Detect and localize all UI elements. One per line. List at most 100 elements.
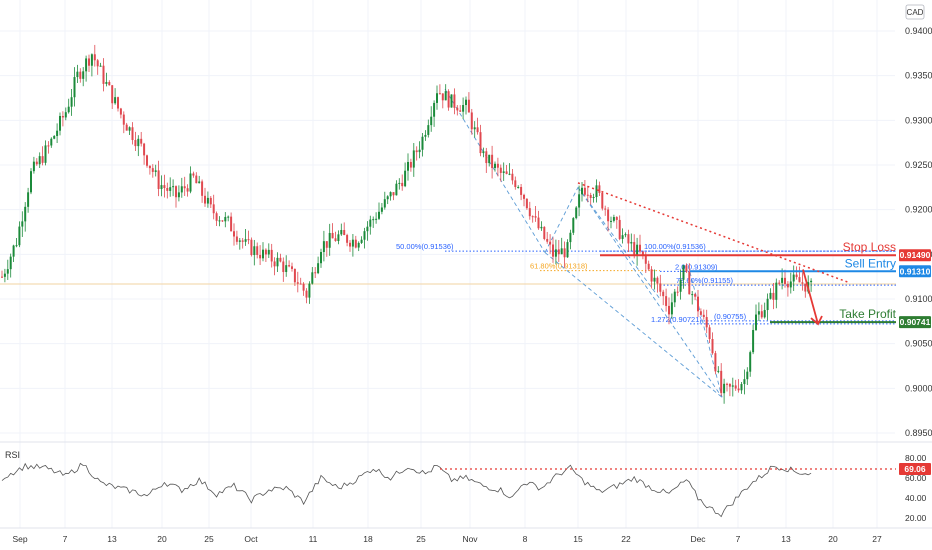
candle-body xyxy=(288,265,291,267)
candle-body xyxy=(583,187,586,195)
candle-body xyxy=(514,180,517,188)
candle-body xyxy=(354,239,357,248)
candle-body xyxy=(166,188,169,191)
rsi-label: RSI xyxy=(5,450,20,460)
fibonacci-drawing[interactable]: 50.00%(0.91536) 61.80%(0.91318) 100.00%(0.… xyxy=(396,88,896,398)
rsi-value-badge xyxy=(899,463,931,475)
candle-body xyxy=(554,249,557,257)
fib-level-label: (0.90755) xyxy=(714,312,747,321)
time-tick-label: Oct xyxy=(244,534,258,544)
candle-body xyxy=(157,170,160,189)
candle-body xyxy=(369,219,372,227)
trade-level-label: Sell Entry xyxy=(845,256,896,270)
candle-body xyxy=(668,305,670,315)
candle-body xyxy=(604,208,607,210)
resistance-trendline[interactable] xyxy=(577,182,851,284)
candle-body xyxy=(262,249,264,259)
time-tick-label: 13 xyxy=(781,534,791,544)
candle-body xyxy=(183,186,186,189)
time-axis[interactable]: Sep 7 13 20 25 Oct 11 18 25 Nov 8 15 22 Dec 7 13 20 27 xyxy=(0,527,932,544)
candle-body xyxy=(99,65,102,67)
candle-body xyxy=(662,291,665,297)
candle-body xyxy=(204,195,206,204)
candle-body xyxy=(302,283,305,291)
candle-body xyxy=(630,242,633,244)
price-pane[interactable]: 50.00%(0.91536) 61.80%(0.91318) 100.00%(0.… xyxy=(0,44,897,404)
candle-body xyxy=(508,173,511,175)
candle-body xyxy=(383,199,386,208)
candle-body xyxy=(624,234,627,236)
projection-arrow[interactable] xyxy=(802,269,823,326)
candle-body xyxy=(76,71,79,78)
candle-body xyxy=(125,124,128,131)
price-level-badge xyxy=(899,249,931,262)
candle-body xyxy=(227,216,230,218)
candle-body xyxy=(238,240,241,242)
candle-body xyxy=(775,282,778,300)
candle-body xyxy=(137,138,140,147)
rsi-line xyxy=(1,462,896,518)
candle-body xyxy=(610,220,612,222)
candle-body xyxy=(331,232,334,239)
candle-body xyxy=(328,232,331,248)
candle-body xyxy=(566,242,569,258)
candle-body xyxy=(119,108,122,115)
rsi-axis: 80.00 60.00 40.00 20.00 69.06 xyxy=(899,453,931,523)
candle-body xyxy=(615,217,618,220)
candle-body xyxy=(491,154,494,168)
candle-body xyxy=(418,149,421,153)
candle-body xyxy=(578,194,581,208)
candle-body xyxy=(378,211,380,219)
candle-body xyxy=(241,240,244,242)
candle-body xyxy=(552,244,554,257)
candle-body xyxy=(131,127,134,141)
candle-body xyxy=(267,249,270,255)
candle-body xyxy=(215,213,218,221)
trade-level-label: Stop Loss xyxy=(843,240,896,254)
trade-levels[interactable]: Stop Loss Sell Entry Take Profit xyxy=(600,240,897,324)
candle-body xyxy=(720,370,723,394)
candle-body xyxy=(450,94,453,108)
trade-level-label: Take Profit xyxy=(839,307,896,321)
fib-swing-leg xyxy=(577,187,723,398)
candle-body xyxy=(697,296,699,312)
candle-body xyxy=(360,239,363,243)
candle-body xyxy=(363,231,366,240)
candle-body xyxy=(212,204,215,214)
candle-body xyxy=(143,143,146,156)
candle-body xyxy=(781,277,784,283)
candle-body xyxy=(708,327,711,340)
candle-body xyxy=(581,187,583,195)
candle-body xyxy=(375,218,378,220)
fib-level-label: 1.272(0.90721) xyxy=(651,315,702,324)
candle-body xyxy=(525,198,528,209)
candle-body xyxy=(653,277,656,282)
candle-body xyxy=(38,156,41,165)
candle-body xyxy=(349,242,351,247)
candle-body xyxy=(285,265,288,273)
fib-level-label: 61.80%(0.91318) xyxy=(530,262,588,271)
candle-body xyxy=(67,106,70,113)
candle-body xyxy=(372,219,375,221)
candle-body xyxy=(6,269,9,274)
candle-body xyxy=(430,116,433,126)
rsi-tick-label: 20.00 xyxy=(905,513,927,523)
candle-body xyxy=(395,183,398,196)
fib-level-label: 50.00%(0.91536) xyxy=(396,242,454,251)
candle-body xyxy=(746,371,749,380)
candle-body xyxy=(346,235,349,243)
rsi-pane[interactable]: RSI xyxy=(0,441,932,518)
candle-body xyxy=(146,155,148,166)
fib-swing-leg xyxy=(577,187,661,300)
candle-body xyxy=(749,352,752,372)
candle-body xyxy=(256,246,259,255)
fib-level-label: 78.60%(0.91155) xyxy=(676,276,733,285)
candle-body xyxy=(282,261,285,273)
candle-body xyxy=(351,239,354,247)
